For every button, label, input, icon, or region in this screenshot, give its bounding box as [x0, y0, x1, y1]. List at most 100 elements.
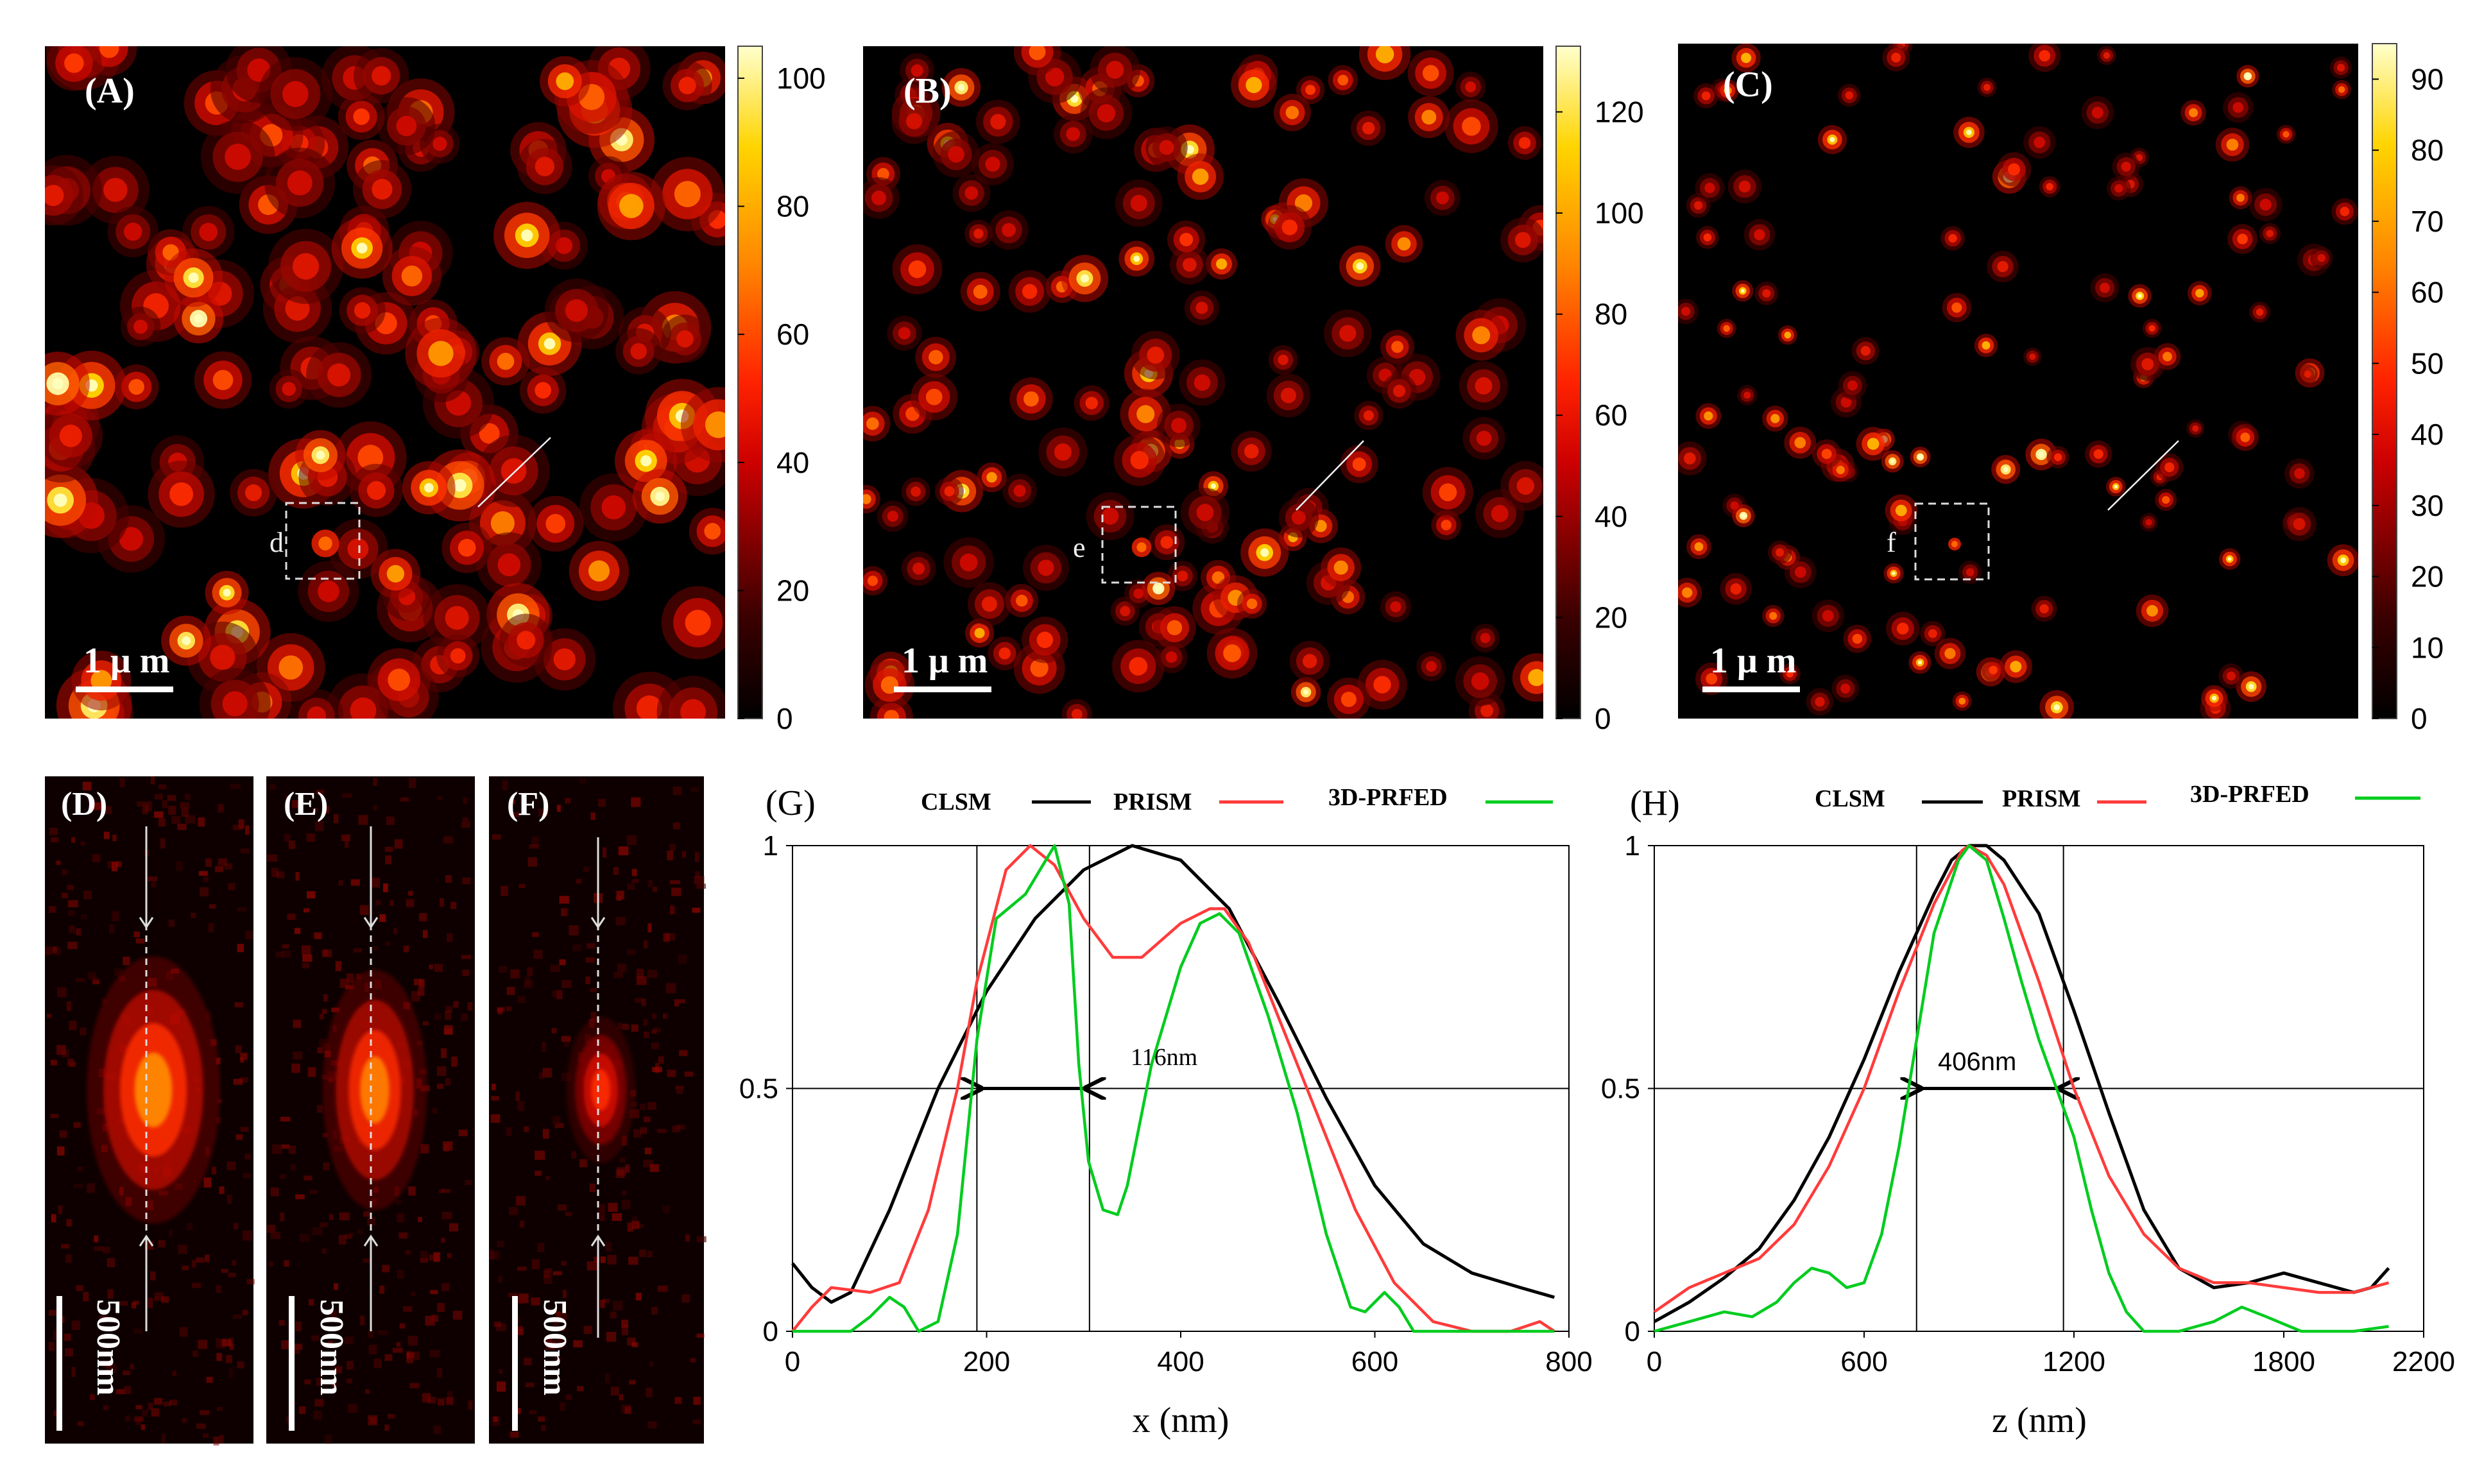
fluorescent-spot — [229, 468, 278, 517]
noise-speckle — [240, 1052, 248, 1060]
noise-speckle — [92, 976, 99, 985]
scale-bar-label: 1 μ m — [902, 641, 988, 681]
fluorescent-spot — [2249, 302, 2270, 323]
noise-speckle — [339, 1212, 350, 1220]
fluorescent-spot — [900, 53, 935, 88]
fluorescent-spot — [328, 518, 388, 579]
noise-speckle — [600, 1299, 605, 1308]
noise-speckle — [679, 1050, 688, 1057]
panel-label: (G) — [766, 783, 816, 823]
noise-speckle — [69, 929, 78, 934]
noise-speckle — [181, 807, 189, 817]
noise-speckle — [631, 1342, 638, 1347]
noise-speckle — [463, 817, 468, 822]
fluorescent-spot — [517, 139, 572, 194]
noise-speckle — [240, 848, 250, 853]
x-tick-label: 600 — [1351, 1346, 1398, 1377]
fluorescent-spot — [1500, 461, 1543, 511]
y-tick-label: 0.5 — [1601, 1073, 1640, 1105]
noise-speckle — [467, 1002, 473, 1011]
noise-speckle — [370, 877, 381, 888]
colorbar-tick-label: 100 — [1595, 196, 1644, 230]
noise-speckle — [696, 1333, 705, 1338]
noise-speckle — [384, 1424, 390, 1431]
noise-speckle — [453, 1001, 459, 1008]
noise-speckle — [328, 1340, 334, 1345]
noise-speckle — [288, 1145, 296, 1154]
noise-speckle — [437, 796, 443, 801]
noise-speckle — [624, 1406, 631, 1414]
noise-speckle — [629, 1379, 636, 1385]
noise-speckle — [288, 840, 295, 849]
noise-speckle — [649, 1164, 660, 1172]
colorbar-tick-label: 0 — [1595, 702, 1611, 735]
noise-speckle — [314, 932, 322, 939]
panel-label: (C) — [1723, 65, 1773, 105]
noise-speckle — [151, 1408, 159, 1417]
noise-speckle — [196, 1423, 206, 1429]
fluorescent-spot — [1118, 241, 1155, 277]
noise-speckle — [218, 858, 228, 866]
noise-speckle — [656, 1129, 667, 1133]
fluorescent-spot — [662, 60, 712, 110]
y-tick-label: 0 — [763, 1316, 778, 1347]
fluorescent-spot — [1686, 534, 1711, 559]
line-profile-marker — [477, 437, 551, 507]
x-tick-label: 400 — [1157, 1346, 1204, 1377]
fluorescent-spot — [1471, 624, 1500, 652]
fluorescent-spot — [1851, 337, 1880, 365]
noise-speckle — [93, 802, 103, 810]
noise-speckle — [167, 795, 176, 801]
noise-speckle — [312, 808, 318, 812]
noise-speckle — [545, 1335, 552, 1345]
colorbar-tick-label: 60 — [776, 318, 809, 351]
noise-speckle — [83, 1292, 89, 1302]
noise-speckle — [441, 1211, 452, 1220]
fluorescent-spot — [2136, 594, 2169, 627]
noise-speckle — [613, 867, 619, 875]
noise-speckle — [383, 883, 388, 892]
noise-speckle — [135, 938, 145, 944]
noise-speckle — [331, 1007, 340, 1012]
colorbar-tick-label: 60 — [2411, 276, 2444, 309]
noise-speckle — [394, 839, 403, 849]
noise-speckle — [107, 861, 113, 869]
colorbar-tick-label: 10 — [2411, 631, 2444, 664]
fluorescent-spot — [354, 48, 409, 104]
noise-speckle — [452, 1310, 463, 1320]
noise-speckle — [631, 1024, 638, 1032]
noise-speckle — [228, 1368, 233, 1379]
noise-speckle — [48, 906, 56, 913]
panel-label: (E) — [284, 786, 328, 823]
noise-speckle — [509, 1207, 518, 1215]
noise-speckle — [373, 1358, 382, 1369]
noise-speckle — [216, 1117, 221, 1124]
noise-speckle — [625, 1166, 630, 1172]
noise-speckle — [418, 987, 425, 996]
noise-speckle — [243, 1173, 251, 1179]
noise-speckle — [447, 1391, 452, 1397]
noise-speckle — [213, 1437, 219, 1446]
fluorescent-spot — [1737, 385, 1758, 405]
noise-speckle — [400, 797, 409, 802]
colorbar-tick-label: 40 — [1595, 500, 1627, 533]
noise-speckle — [232, 1314, 242, 1319]
fluorescent-spot — [1086, 492, 1135, 541]
noise-speckle — [652, 887, 658, 892]
noise-speckle — [542, 1068, 552, 1078]
colorbar-tick-label: 50 — [2411, 346, 2444, 380]
fluorescent-spot — [441, 522, 493, 574]
noise-speckle — [377, 1330, 388, 1335]
fluorescent-spot — [2218, 663, 2244, 689]
noise-speckle — [379, 1285, 384, 1294]
noise-speckle — [429, 964, 433, 969]
fluorescent-spot — [295, 430, 346, 481]
noise-speckle — [323, 994, 328, 1002]
legend-label-3d-prfed: 3D-PRFED — [1328, 784, 1448, 811]
noise-speckle — [616, 917, 626, 925]
noise-speckle — [498, 1275, 502, 1283]
fluorescent-spot — [680, 387, 725, 463]
noise-speckle — [291, 800, 302, 808]
fluorescent-spot — [2188, 281, 2212, 305]
noise-speckle — [552, 1116, 561, 1124]
